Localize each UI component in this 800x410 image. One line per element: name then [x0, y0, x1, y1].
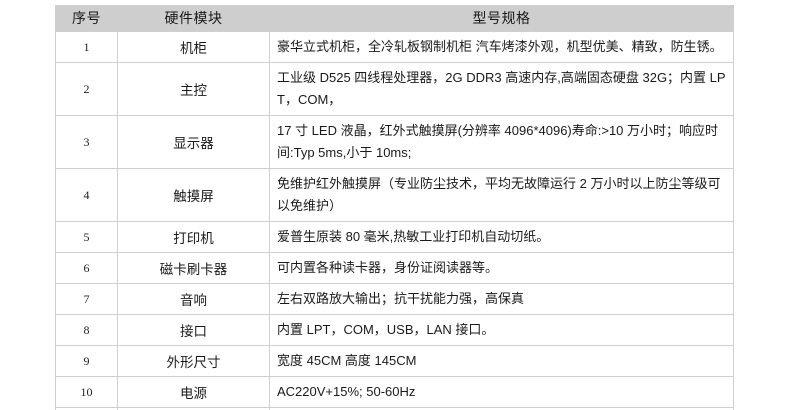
cell-spec: AC220V+15%; 50-60Hz — [269, 376, 734, 408]
table-row: 4 触摸屏 免维护红外触摸屏（专业防尘技术，平均无故障运行 2 万小时以上防尘等… — [55, 168, 734, 222]
table-row: 6 磁卡刷卡器 可内置各种读卡器，身份证阅读器等。 — [55, 252, 734, 284]
cell-spec: 工业级 D525 四线程处理器，2G DDR3 高速内存,高端固态硬盘 32G；… — [269, 62, 734, 116]
column-header-index: 序号 — [55, 5, 118, 32]
table-row: 5 打印机 爱普生原装 80 毫米,热敏工业打印机自动切纸。 — [55, 221, 734, 253]
cell-index: 7 — [55, 283, 118, 315]
cell-spec: 17 寸 LED 液晶，红外式触摸屏(分辨率 4096*4096)寿命:>10 … — [269, 115, 734, 169]
cell-module: 磁卡刷卡器 — [117, 252, 270, 284]
cell-spec: 75W — [269, 407, 734, 410]
cell-module: 电源 — [117, 376, 270, 408]
cell-index: 10 — [55, 376, 118, 408]
cell-index: 6 — [55, 252, 118, 284]
cell-module: 主控 — [117, 62, 270, 116]
cell-spec: 免维护红外触摸屏（专业防尘技术，平均无故障运行 2 万小时以上防尘等级可以免维护… — [269, 168, 734, 222]
table-row: 9 外形尺寸 宽度 45CM 高度 145CM — [55, 345, 734, 377]
cell-spec: 豪华立式机柜，全冷轧板钢制机柜 汽车烤漆外观，机型优美、精致，防生锈。 — [269, 31, 734, 63]
cell-spec: 左右双路放大输出；抗干扰能力强，高保真 — [269, 283, 734, 315]
cell-spec: 宽度 45CM 高度 145CM — [269, 345, 734, 377]
cell-index: 4 — [55, 168, 118, 222]
cell-spec: 可内置各种读卡器，身份证阅读器等。 — [269, 252, 734, 284]
table-row: 3 显示器 17 寸 LED 液晶，红外式触摸屏(分辨率 4096*4096)寿… — [55, 115, 734, 169]
cell-index: 9 — [55, 345, 118, 377]
cell-index: 3 — [55, 115, 118, 169]
cell-index: 5 — [55, 221, 118, 253]
cell-index: 8 — [55, 314, 118, 346]
cell-spec: 爱普生原装 80 毫米,热敏工业打印机自动切纸。 — [269, 221, 734, 253]
column-header-spec: 型号规格 — [269, 5, 734, 32]
table-row: 1 机柜 豪华立式机柜，全冷轧板钢制机柜 汽车烤漆外观，机型优美、精致，防生锈。 — [55, 31, 734, 63]
table-body: 1 机柜 豪华立式机柜，全冷轧板钢制机柜 汽车烤漆外观，机型优美、精致，防生锈。… — [55, 31, 734, 410]
cell-spec: 内置 LPT，COM，USB，LAN 接口。 — [269, 314, 734, 346]
cell-module: 外形尺寸 — [117, 345, 270, 377]
table-header: 序号 硬件模块 型号规格 — [55, 5, 734, 32]
table-row: 11 功耗 75W — [55, 407, 734, 410]
hardware-specification-table: 序号 硬件模块 型号规格 1 机柜 豪华立式机柜，全冷轧板钢制机柜 汽车烤漆外观… — [55, 5, 734, 410]
cell-module: 音响 — [117, 283, 270, 315]
cell-module: 触摸屏 — [117, 168, 270, 222]
column-header-module: 硬件模块 — [117, 5, 270, 32]
cell-module: 接口 — [117, 314, 270, 346]
cell-module: 机柜 — [117, 31, 270, 63]
cell-index: 2 — [55, 62, 118, 116]
table-header-row: 序号 硬件模块 型号规格 — [55, 5, 734, 32]
table-row: 10 电源 AC220V+15%; 50-60Hz — [55, 376, 734, 408]
cell-module: 打印机 — [117, 221, 270, 253]
table-row: 2 主控 工业级 D525 四线程处理器，2G DDR3 高速内存,高端固态硬盘… — [55, 62, 734, 116]
cell-module: 显示器 — [117, 115, 270, 169]
cell-index: 1 — [55, 31, 118, 63]
table-row: 8 接口 内置 LPT，COM，USB，LAN 接口。 — [55, 314, 734, 346]
table-row: 7 音响 左右双路放大输出；抗干扰能力强，高保真 — [55, 283, 734, 315]
